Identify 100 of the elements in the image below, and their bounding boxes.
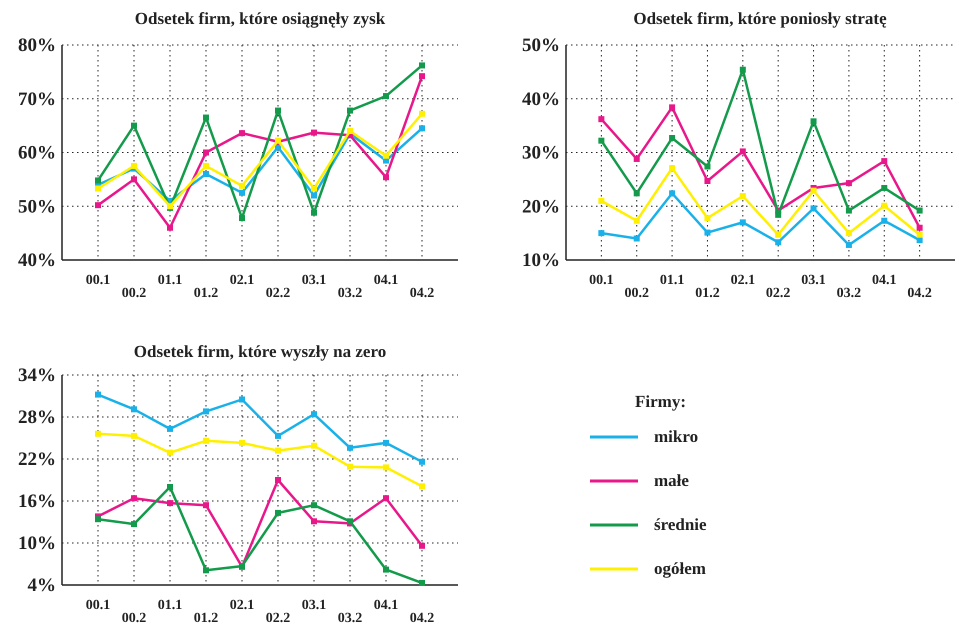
point <box>239 440 245 446</box>
point <box>916 208 923 214</box>
point <box>131 406 137 412</box>
point <box>881 218 888 224</box>
point <box>704 215 710 222</box>
x-tick-label: 00.2 <box>122 286 146 301</box>
point <box>131 521 137 528</box>
point <box>810 205 817 212</box>
point <box>419 542 425 549</box>
legend-label: średnie <box>654 515 708 534</box>
point <box>95 186 101 192</box>
point <box>95 392 101 398</box>
x-tick-label: 00.2 <box>122 610 146 626</box>
y-tick-label: 70% <box>18 88 56 110</box>
point <box>916 237 923 244</box>
point <box>419 125 425 132</box>
chart-title: Odsetek firm, które poniosły stratę <box>633 9 888 28</box>
x-tick-label: 01.1 <box>660 272 684 288</box>
y-tick-label: 10% <box>18 533 56 554</box>
legend-title: Firmy: <box>635 392 686 411</box>
point <box>704 230 710 236</box>
x-tick-label: 04.1 <box>872 272 897 288</box>
y-tick-label: 4% <box>28 575 56 596</box>
point <box>275 432 281 439</box>
y-tick-label: 80% <box>18 35 56 56</box>
point <box>810 118 817 124</box>
point <box>775 232 782 238</box>
y-tick-label: 34% <box>18 365 56 386</box>
point <box>203 171 209 177</box>
x-tick-label: 04.1 <box>374 272 398 288</box>
y-tick-label: 40% <box>522 88 560 110</box>
point <box>239 190 245 196</box>
chart-title: Odsetek firm, które osiągnęły zysk <box>134 9 386 28</box>
point <box>881 158 888 164</box>
x-tick-label: 02.1 <box>230 272 254 288</box>
point <box>311 186 317 192</box>
point <box>203 567 209 574</box>
point <box>775 212 782 218</box>
x-tick-label: 03.1 <box>302 272 326 288</box>
point <box>95 430 101 437</box>
x-tick-label: 04.2 <box>410 286 434 301</box>
legend-label: małe <box>654 471 690 490</box>
point <box>311 518 317 524</box>
x-tick-label: 01.1 <box>158 598 182 613</box>
x-tick-label: 04.2 <box>410 610 434 626</box>
point <box>239 396 245 402</box>
point <box>846 208 852 214</box>
point <box>740 193 746 200</box>
x-tick-label: 03.2 <box>338 286 362 301</box>
point <box>419 458 425 465</box>
point <box>203 438 209 444</box>
point <box>881 184 888 191</box>
x-tick-label: 02.1 <box>730 272 756 288</box>
point <box>704 163 710 170</box>
y-tick-label: 60% <box>18 142 56 164</box>
point <box>131 162 137 169</box>
point <box>239 215 245 222</box>
x-tick-label: 03.2 <box>338 610 362 626</box>
point <box>275 448 281 454</box>
point <box>95 516 101 522</box>
x-tick-label: 01.2 <box>194 610 218 626</box>
point <box>846 242 852 248</box>
x-tick-label: 02.1 <box>230 598 254 613</box>
x-tick-label: 03.1 <box>801 272 826 288</box>
chart-title: Odsetek firm, które wyszły na zero <box>134 342 386 361</box>
x-tick-label: 00.1 <box>86 598 110 613</box>
point <box>203 162 209 169</box>
point <box>634 156 640 162</box>
point <box>669 165 676 172</box>
y-tick-label: 50% <box>18 196 56 218</box>
x-tick-label: 03.1 <box>302 598 326 613</box>
y-tick-label: 50% <box>522 35 560 56</box>
x-tick-label: 03.2 <box>836 286 862 301</box>
point <box>383 566 389 573</box>
x-tick-label: 00.2 <box>624 286 649 301</box>
point <box>740 219 746 226</box>
point <box>383 464 389 470</box>
point <box>239 130 245 136</box>
point <box>669 190 676 196</box>
point <box>634 190 640 196</box>
point <box>131 432 137 439</box>
point <box>810 188 817 194</box>
point <box>167 224 173 231</box>
x-tick-label: 00.1 <box>589 272 614 288</box>
point <box>598 138 604 144</box>
point <box>704 178 710 184</box>
y-tick-label: 28% <box>18 407 56 428</box>
point <box>419 73 425 80</box>
y-tick-label: 10% <box>522 250 560 272</box>
point <box>95 202 101 208</box>
point <box>383 93 389 100</box>
point <box>203 150 209 156</box>
point <box>239 182 245 189</box>
point <box>275 510 281 516</box>
point <box>167 450 173 456</box>
point <box>167 426 173 432</box>
point <box>347 108 353 114</box>
point <box>598 198 604 204</box>
point <box>311 210 317 216</box>
point <box>311 502 317 508</box>
